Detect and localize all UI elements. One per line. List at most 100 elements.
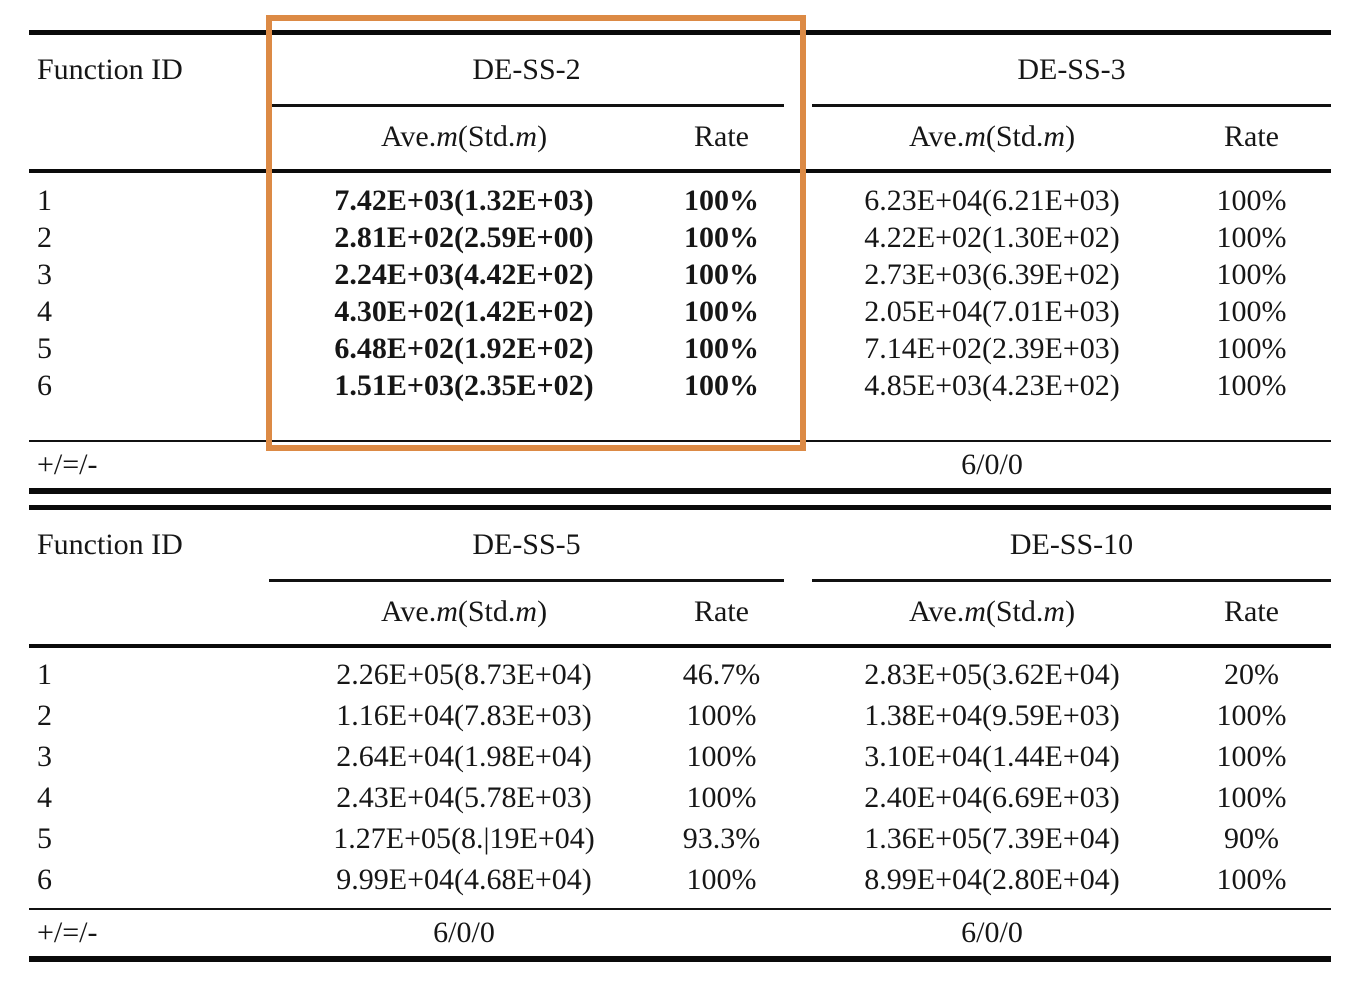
rate-value: 100% xyxy=(686,698,757,732)
ave-std-value: 7.14E+02(2.39E+03) xyxy=(864,331,1120,365)
rate-header: Rate xyxy=(694,120,749,153)
summary-row: +/=/- 6/0/0 xyxy=(29,440,1331,488)
function-id-cell: 4 xyxy=(37,294,52,328)
ave-std-value: 2.64E+04(1.98E+04) xyxy=(336,739,592,773)
rate-value: 100% xyxy=(1216,698,1287,732)
rate-value: 100% xyxy=(1216,257,1287,291)
function-id-cell: 3 xyxy=(37,257,52,291)
group1-title: DE-SS-2 xyxy=(472,53,581,86)
summary-value: 6/0/0 xyxy=(961,448,1023,481)
function-id-cell: 6 xyxy=(37,862,52,896)
rate-value: 100% xyxy=(1216,294,1287,328)
ave-std-header: Ave.m(Std.m) xyxy=(908,595,1076,628)
rate-value: 46.7% xyxy=(682,657,761,691)
ave-std-value: 8.99E+04(2.80E+04) xyxy=(864,862,1120,896)
table-row: 5 6.48E+02(1.92E+02) 100% 7.14E+02(2.39E… xyxy=(29,330,1331,367)
table-body: 1 7.42E+03(1.32E+03) 100% 6.23E+04(6.21E… xyxy=(29,173,1331,440)
ave-std-value: 2.24E+03(4.42E+02) xyxy=(334,257,594,291)
rate-value: 100% xyxy=(1216,780,1287,814)
summary-value: 6/0/0 xyxy=(433,916,495,949)
rate-header: Rate xyxy=(1224,120,1279,153)
table-row: 5 1.27E+05(8.|19E+04) 93.3% 1.36E+05(7.3… xyxy=(29,818,1331,859)
ave-std-value: 1.16E+04(7.83E+03) xyxy=(336,698,592,732)
ave-std-value: 4.22E+02(1.30E+02) xyxy=(864,220,1120,254)
table-body: 1 2.26E+05(8.73E+04) 46.7% 2.83E+05(3.62… xyxy=(29,648,1331,908)
rate-value: 20% xyxy=(1224,657,1279,691)
rate-value: 100% xyxy=(684,257,759,291)
rate-value: 90% xyxy=(1224,821,1279,855)
table-row: 3 2.24E+03(4.42E+02) 100% 2.73E+03(6.39E… xyxy=(29,256,1331,293)
table-row: 6 9.99E+04(4.68E+04) 100% 8.99E+04(2.80E… xyxy=(29,859,1331,900)
table-row: 2 1.16E+04(7.83E+03) 100% 1.38E+04(9.59E… xyxy=(29,695,1331,736)
table-row: 4 4.30E+02(1.42E+02) 100% 2.05E+04(7.01E… xyxy=(29,293,1331,330)
ave-std-value: 2.26E+05(8.73E+04) xyxy=(336,657,592,691)
rate-value: 100% xyxy=(686,862,757,896)
function-id-cell: 1 xyxy=(37,183,52,217)
ave-std-value: 2.05E+04(7.01E+03) xyxy=(864,294,1120,328)
function-id-cell: 1 xyxy=(37,657,52,691)
table-row: 2 2.81E+02(2.59E+00) 100% 4.22E+02(1.30E… xyxy=(29,219,1331,256)
ave-std-value: 9.99E+04(4.68E+04) xyxy=(336,862,592,896)
function-id-cell: 2 xyxy=(37,698,52,732)
summary-value: 6/0/0 xyxy=(961,916,1023,949)
summary-label: +/=/- xyxy=(37,448,98,481)
rate-value: 100% xyxy=(686,780,757,814)
ave-std-header: Ave.m(Std.m) xyxy=(380,120,548,153)
function-id-header: Function ID xyxy=(37,528,183,561)
group1-title: DE-SS-5 xyxy=(472,528,581,561)
table-row: 4 2.43E+04(5.78E+03) 100% 2.40E+04(6.69E… xyxy=(29,777,1331,818)
function-id-cell: 5 xyxy=(37,821,52,855)
rate-value: 100% xyxy=(684,368,759,402)
ave-std-value: 7.42E+03(1.32E+03) xyxy=(334,183,594,217)
ave-std-header: Ave.m(Std.m) xyxy=(908,120,1076,153)
rate-value: 100% xyxy=(1216,331,1287,365)
ave-std-value: 1.38E+04(9.59E+03) xyxy=(864,698,1120,732)
table-row: 3 2.64E+04(1.98E+04) 100% 3.10E+04(1.44E… xyxy=(29,736,1331,777)
summary-label: +/=/- xyxy=(37,916,98,949)
ave-std-value: 4.85E+03(4.23E+02) xyxy=(864,368,1120,402)
function-id-cell: 3 xyxy=(37,739,52,773)
results-table-top: Function ID DE-SS-2 DE-SS-3 Ave.m(Std.m)… xyxy=(29,30,1331,494)
ave-std-value: 2.81E+02(2.59E+00) xyxy=(334,220,594,254)
rate-value: 93.3% xyxy=(682,821,761,855)
rate-value: 100% xyxy=(684,331,759,365)
ave-std-value: 4.30E+02(1.42E+02) xyxy=(334,294,594,328)
function-id-cell: 5 xyxy=(37,331,52,365)
ave-std-value: 6.48E+02(1.92E+02) xyxy=(334,331,594,365)
group2-title: DE-SS-10 xyxy=(1009,528,1134,561)
rate-header: Rate xyxy=(1224,595,1279,628)
rate-value: 100% xyxy=(1216,739,1287,773)
ave-std-value: 1.51E+03(2.35E+02) xyxy=(334,368,594,402)
rate-value: 100% xyxy=(1216,368,1287,402)
rate-value: 100% xyxy=(686,739,757,773)
rate-value: 100% xyxy=(1216,183,1287,217)
ave-std-value: 2.83E+05(3.62E+04) xyxy=(864,657,1120,691)
table-row: 1 7.42E+03(1.32E+03) 100% 6.23E+04(6.21E… xyxy=(29,182,1331,219)
rate-value: 100% xyxy=(1216,220,1287,254)
rate-value: 100% xyxy=(684,220,759,254)
rate-value: 100% xyxy=(1216,862,1287,896)
summary-row: +/=/- 6/0/0 6/0/0 xyxy=(29,908,1331,956)
ave-std-header: Ave.m(Std.m) xyxy=(380,595,548,628)
ave-std-value: 1.36E+05(7.39E+04) xyxy=(864,821,1120,855)
ave-std-value: 2.43E+04(5.78E+03) xyxy=(336,780,592,814)
table-row: 1 2.26E+05(8.73E+04) 46.7% 2.83E+05(3.62… xyxy=(29,654,1331,695)
rate-value: 100% xyxy=(684,183,759,217)
ave-std-value: 1.27E+05(8.|19E+04) xyxy=(333,821,595,855)
function-id-cell: 6 xyxy=(37,368,52,402)
function-id-header: Function ID xyxy=(37,53,183,86)
ave-std-value: 2.73E+03(6.39E+02) xyxy=(864,257,1120,291)
function-id-cell: 2 xyxy=(37,220,52,254)
results-table-bottom: Function ID DE-SS-5 DE-SS-10 Ave.m(Std.m… xyxy=(29,505,1331,962)
rate-value: 100% xyxy=(684,294,759,328)
ave-std-value: 2.40E+04(6.69E+03) xyxy=(864,780,1120,814)
rate-header: Rate xyxy=(694,595,749,628)
group2-title: DE-SS-3 xyxy=(1017,53,1126,86)
table-header: Function ID DE-SS-5 DE-SS-10 Ave.m(Std.m… xyxy=(29,510,1331,648)
table-row: 6 1.51E+03(2.35E+02) 100% 4.85E+03(4.23E… xyxy=(29,367,1331,404)
table-header: Function ID DE-SS-2 DE-SS-3 Ave.m(Std.m)… xyxy=(29,35,1331,173)
function-id-cell: 4 xyxy=(37,780,52,814)
ave-std-value: 3.10E+04(1.44E+04) xyxy=(864,739,1120,773)
ave-std-value: 6.23E+04(6.21E+03) xyxy=(864,183,1120,217)
